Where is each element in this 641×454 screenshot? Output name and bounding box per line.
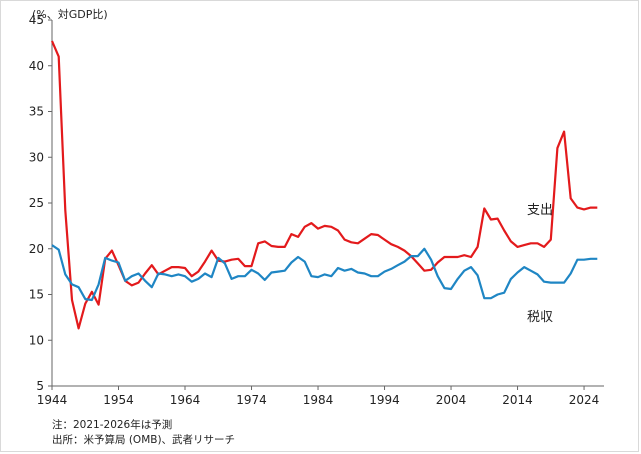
x-tick-label: 1964 bbox=[170, 393, 201, 407]
y-tick-label: 15 bbox=[29, 288, 44, 302]
series-label-tax-revenue: 税収 bbox=[527, 310, 553, 325]
series-label-spending: 支出 bbox=[527, 203, 553, 218]
x-tick-label: 2004 bbox=[436, 393, 467, 407]
y-unit-label: (%、対GDP比) bbox=[32, 7, 108, 21]
y-tick-label: 10 bbox=[29, 333, 44, 347]
x-tick-label: 1994 bbox=[369, 393, 400, 407]
y-tick-label: 5 bbox=[36, 379, 44, 393]
x-tick-label: 1954 bbox=[103, 393, 134, 407]
x-tick-label: 2024 bbox=[569, 393, 600, 407]
series-line-spending bbox=[50, 40, 598, 330]
x-tick-label: 2014 bbox=[502, 393, 533, 407]
chart-axes bbox=[51, 20, 604, 387]
y-tick-label: 35 bbox=[29, 105, 44, 119]
chart-notes: 注：2021-2026年は予測 出所：米予算局 (OMB)、武者リサーチ bbox=[52, 418, 235, 448]
series-line-tax-revenue bbox=[51, 244, 598, 302]
x-tick-label: 1944 bbox=[37, 393, 68, 407]
y-tick-label: 25 bbox=[29, 196, 44, 210]
y-tick-label: 45 bbox=[29, 13, 44, 27]
forecast-note: 注：2021-2026年は予測 bbox=[52, 419, 173, 431]
x-axis-ticks: 1944 1954 1964 1974 1984 1994 2004 2014 2024 bbox=[37, 386, 600, 407]
y-tick-label: 30 bbox=[29, 150, 44, 164]
y-tick-label: 40 bbox=[29, 59, 44, 73]
y-tick-label: 20 bbox=[29, 242, 44, 256]
y-axis-ticks: 5 10 15 20 25 30 35 40 45 bbox=[29, 13, 52, 393]
x-tick-label: 1984 bbox=[303, 393, 334, 407]
series-lines bbox=[50, 40, 598, 330]
source-note: 出所：米予算局 (OMB)、武者リサーチ bbox=[52, 434, 236, 446]
x-tick-label: 1974 bbox=[236, 393, 267, 407]
